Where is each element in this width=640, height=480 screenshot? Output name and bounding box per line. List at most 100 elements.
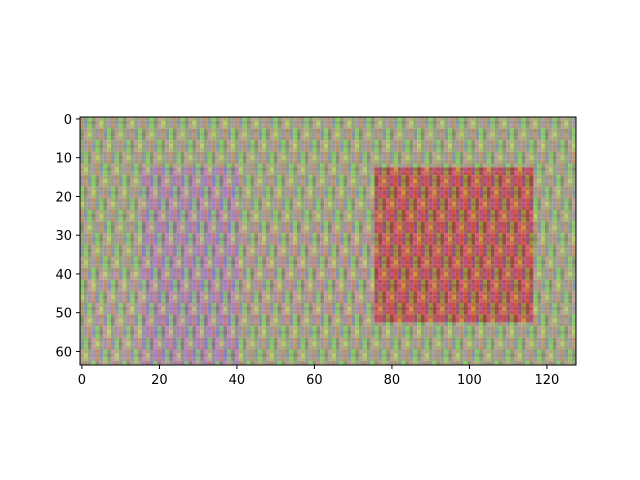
heatmap-cell (428, 120, 433, 125)
heatmap-cell (134, 229, 139, 234)
heatmap-cell (490, 167, 495, 172)
heatmap-cell (142, 213, 146, 218)
heatmap-cell (196, 244, 201, 249)
heatmap-cell (525, 163, 530, 168)
heatmap-cell (138, 213, 143, 218)
heatmap-cell (262, 217, 267, 222)
heatmap-cell (114, 148, 119, 152)
heatmap-cell (533, 210, 538, 214)
heatmap-cell (351, 186, 356, 191)
heatmap-cell (142, 167, 146, 172)
heatmap-cell (537, 206, 542, 211)
heatmap-cell (269, 151, 274, 156)
heatmap-cell (378, 179, 383, 183)
heatmap-cell (207, 237, 212, 242)
heatmap-cell (289, 256, 294, 261)
heatmap-cell (343, 120, 348, 125)
heatmap-cell (262, 264, 267, 269)
heatmap-cell (176, 136, 181, 141)
heatmap-cell (459, 206, 464, 211)
heatmap-cell (351, 229, 356, 234)
heatmap-cell (459, 190, 464, 195)
heatmap-cell (393, 128, 398, 133)
heatmap-cell (80, 132, 84, 137)
heatmap-cell (196, 229, 201, 234)
heatmap-cell (355, 213, 360, 218)
heatmap-cell (184, 225, 189, 230)
heatmap-cell (432, 171, 437, 176)
heatmap-cell (266, 213, 270, 218)
heatmap-cell (537, 264, 542, 269)
heatmap-cell (180, 167, 185, 172)
heatmap-cell (254, 225, 259, 230)
heatmap-cell (560, 198, 565, 203)
heatmap-cell (165, 175, 170, 180)
heatmap-cell (421, 237, 425, 242)
heatmap-cell (428, 186, 433, 191)
heatmap-cell (517, 241, 522, 245)
heatmap-cell (517, 124, 522, 129)
heatmap-cell (463, 186, 468, 191)
heatmap-cell (362, 244, 367, 249)
heatmap-cell (87, 241, 92, 245)
heatmap-cell (200, 260, 205, 265)
heatmap-cell (479, 175, 484, 180)
heatmap-cell (401, 167, 406, 172)
heatmap-cell (176, 144, 181, 149)
heatmap-cell (281, 210, 286, 214)
heatmap-cell (541, 144, 546, 149)
heatmap-cell (459, 221, 464, 226)
heatmap-cell (455, 190, 460, 195)
heatmap-cell (114, 186, 119, 191)
heatmap-cell (343, 159, 348, 164)
heatmap-cell (359, 140, 363, 145)
heatmap-cell (521, 206, 526, 211)
heatmap-cell (537, 241, 542, 245)
heatmap-cell (308, 179, 313, 183)
heatmap-cell (250, 225, 255, 230)
heatmap-cell (533, 217, 538, 222)
heatmap-cell (95, 132, 100, 137)
heatmap-cell (378, 124, 383, 129)
heatmap-cell (145, 256, 150, 261)
heatmap-cell (343, 221, 348, 226)
heatmap-cell (207, 252, 212, 257)
heatmap-cell (397, 241, 402, 245)
heatmap-cell (300, 124, 305, 129)
heatmap-cell (475, 260, 480, 265)
heatmap-cell (122, 132, 127, 137)
heatmap-cell (320, 151, 325, 156)
heatmap-cell (541, 171, 546, 176)
heatmap-cell (297, 264, 301, 269)
heatmap-cell (266, 179, 270, 183)
heatmap-cell (320, 140, 325, 145)
heatmap-cell (502, 140, 507, 145)
heatmap-cell (316, 244, 321, 249)
heatmap-cell (176, 159, 181, 164)
heatmap-cell (184, 171, 189, 176)
heatmap-cell (173, 155, 177, 160)
heatmap-cell (157, 233, 162, 238)
heatmap-cell (393, 194, 398, 199)
heatmap-cell (560, 241, 565, 245)
heatmap-cell (568, 210, 573, 214)
heatmap-cell (114, 159, 119, 164)
heatmap-cell (184, 198, 189, 203)
heatmap-cell (463, 117, 468, 121)
heatmap-cell (436, 198, 441, 203)
heatmap-cell (231, 217, 236, 222)
heatmap-cell (142, 217, 146, 222)
heatmap-cell (246, 248, 251, 253)
heatmap-cell (207, 186, 212, 191)
heatmap-cell (463, 190, 468, 195)
heatmap-cell (157, 241, 162, 245)
heatmap-cell (463, 248, 468, 253)
heatmap-cell (471, 148, 476, 152)
heatmap-cell (529, 120, 534, 125)
heatmap-cell (130, 194, 135, 199)
heatmap-cell (393, 186, 398, 191)
heatmap-cell (417, 171, 422, 176)
heatmap-cell (347, 186, 352, 191)
heatmap-cell (316, 229, 321, 234)
heatmap-cell (541, 248, 546, 253)
